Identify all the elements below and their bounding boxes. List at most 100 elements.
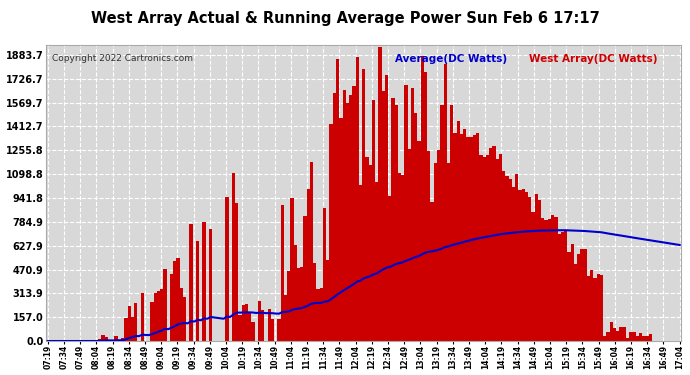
Bar <box>365 157 368 341</box>
Bar <box>326 260 330 341</box>
Bar <box>440 105 444 341</box>
Bar <box>271 320 274 341</box>
Bar <box>330 124 333 341</box>
Bar <box>626 338 629 341</box>
Bar <box>258 301 261 341</box>
Bar <box>509 179 512 341</box>
Text: West Array(DC Watts): West Array(DC Watts) <box>529 54 658 64</box>
Bar <box>391 98 395 341</box>
Bar <box>232 173 235 341</box>
Bar <box>466 137 470 341</box>
Bar <box>209 229 213 341</box>
Bar <box>388 196 391 341</box>
Bar <box>554 217 558 341</box>
Bar <box>616 331 620 341</box>
Bar <box>401 175 404 341</box>
Bar <box>281 205 284 341</box>
Bar <box>463 129 466 341</box>
Bar <box>512 188 515 341</box>
Bar <box>600 274 603 341</box>
Bar <box>245 304 248 341</box>
Bar <box>446 163 450 341</box>
Bar <box>538 200 541 341</box>
Bar <box>577 254 580 341</box>
Bar <box>544 220 548 341</box>
Bar <box>639 333 642 341</box>
Bar <box>502 171 505 341</box>
Bar <box>499 154 502 341</box>
Bar <box>645 336 649 341</box>
Bar <box>495 159 499 341</box>
Bar <box>558 234 561 341</box>
Bar <box>444 64 446 341</box>
Bar <box>482 157 486 341</box>
Bar <box>310 162 313 341</box>
Bar <box>505 176 509 341</box>
Bar <box>235 203 238 341</box>
Bar <box>480 155 482 341</box>
Bar <box>284 295 287 341</box>
Bar <box>417 141 421 341</box>
Bar <box>317 289 319 341</box>
Bar <box>196 241 199 341</box>
Bar <box>408 149 411 341</box>
Bar <box>378 46 382 341</box>
Bar <box>486 155 489 341</box>
Bar <box>567 252 571 341</box>
Bar <box>541 218 544 341</box>
Bar <box>304 216 306 341</box>
Text: West Array Actual & Running Average Power Sun Feb 6 17:17: West Array Actual & Running Average Powe… <box>90 11 600 26</box>
Bar <box>437 150 440 341</box>
Bar <box>398 173 401 341</box>
Bar <box>529 197 531 341</box>
Bar <box>564 231 567 341</box>
Bar <box>515 174 518 341</box>
Bar <box>531 212 535 341</box>
Bar <box>584 249 587 341</box>
Bar <box>629 332 633 341</box>
Bar <box>610 322 613 341</box>
Bar <box>128 306 131 341</box>
Bar <box>385 75 388 341</box>
Bar <box>154 292 157 341</box>
Bar <box>121 338 124 341</box>
Bar <box>493 146 495 341</box>
Bar <box>300 267 304 341</box>
Bar <box>525 192 529 341</box>
Bar <box>268 309 271 341</box>
Bar <box>395 105 398 341</box>
Bar <box>457 121 460 341</box>
Bar <box>323 208 326 341</box>
Bar <box>346 103 349 341</box>
Bar <box>411 88 414 341</box>
Bar <box>297 268 300 341</box>
Bar <box>294 244 297 341</box>
Bar <box>642 336 645 341</box>
Bar <box>574 264 577 341</box>
Bar <box>613 328 616 341</box>
Bar <box>359 185 362 341</box>
Bar <box>124 318 128 341</box>
Bar <box>319 288 323 341</box>
Bar <box>489 148 493 341</box>
Bar <box>580 249 584 341</box>
Bar <box>522 189 525 341</box>
Bar <box>251 322 255 341</box>
Bar <box>603 336 607 341</box>
Bar <box>404 85 408 341</box>
Bar <box>375 182 378 341</box>
Bar <box>225 197 228 341</box>
Bar <box>333 93 336 341</box>
Bar <box>518 190 522 341</box>
Bar <box>277 319 281 341</box>
Bar <box>607 332 610 341</box>
Text: Copyright 2022 Cartronics.com: Copyright 2022 Cartronics.com <box>52 54 193 63</box>
Bar <box>355 57 359 341</box>
Bar <box>202 222 206 341</box>
Bar <box>622 327 626 341</box>
Bar <box>134 303 137 341</box>
Bar <box>241 305 245 341</box>
Bar <box>157 291 160 341</box>
Bar <box>101 335 105 341</box>
Bar <box>590 270 593 341</box>
